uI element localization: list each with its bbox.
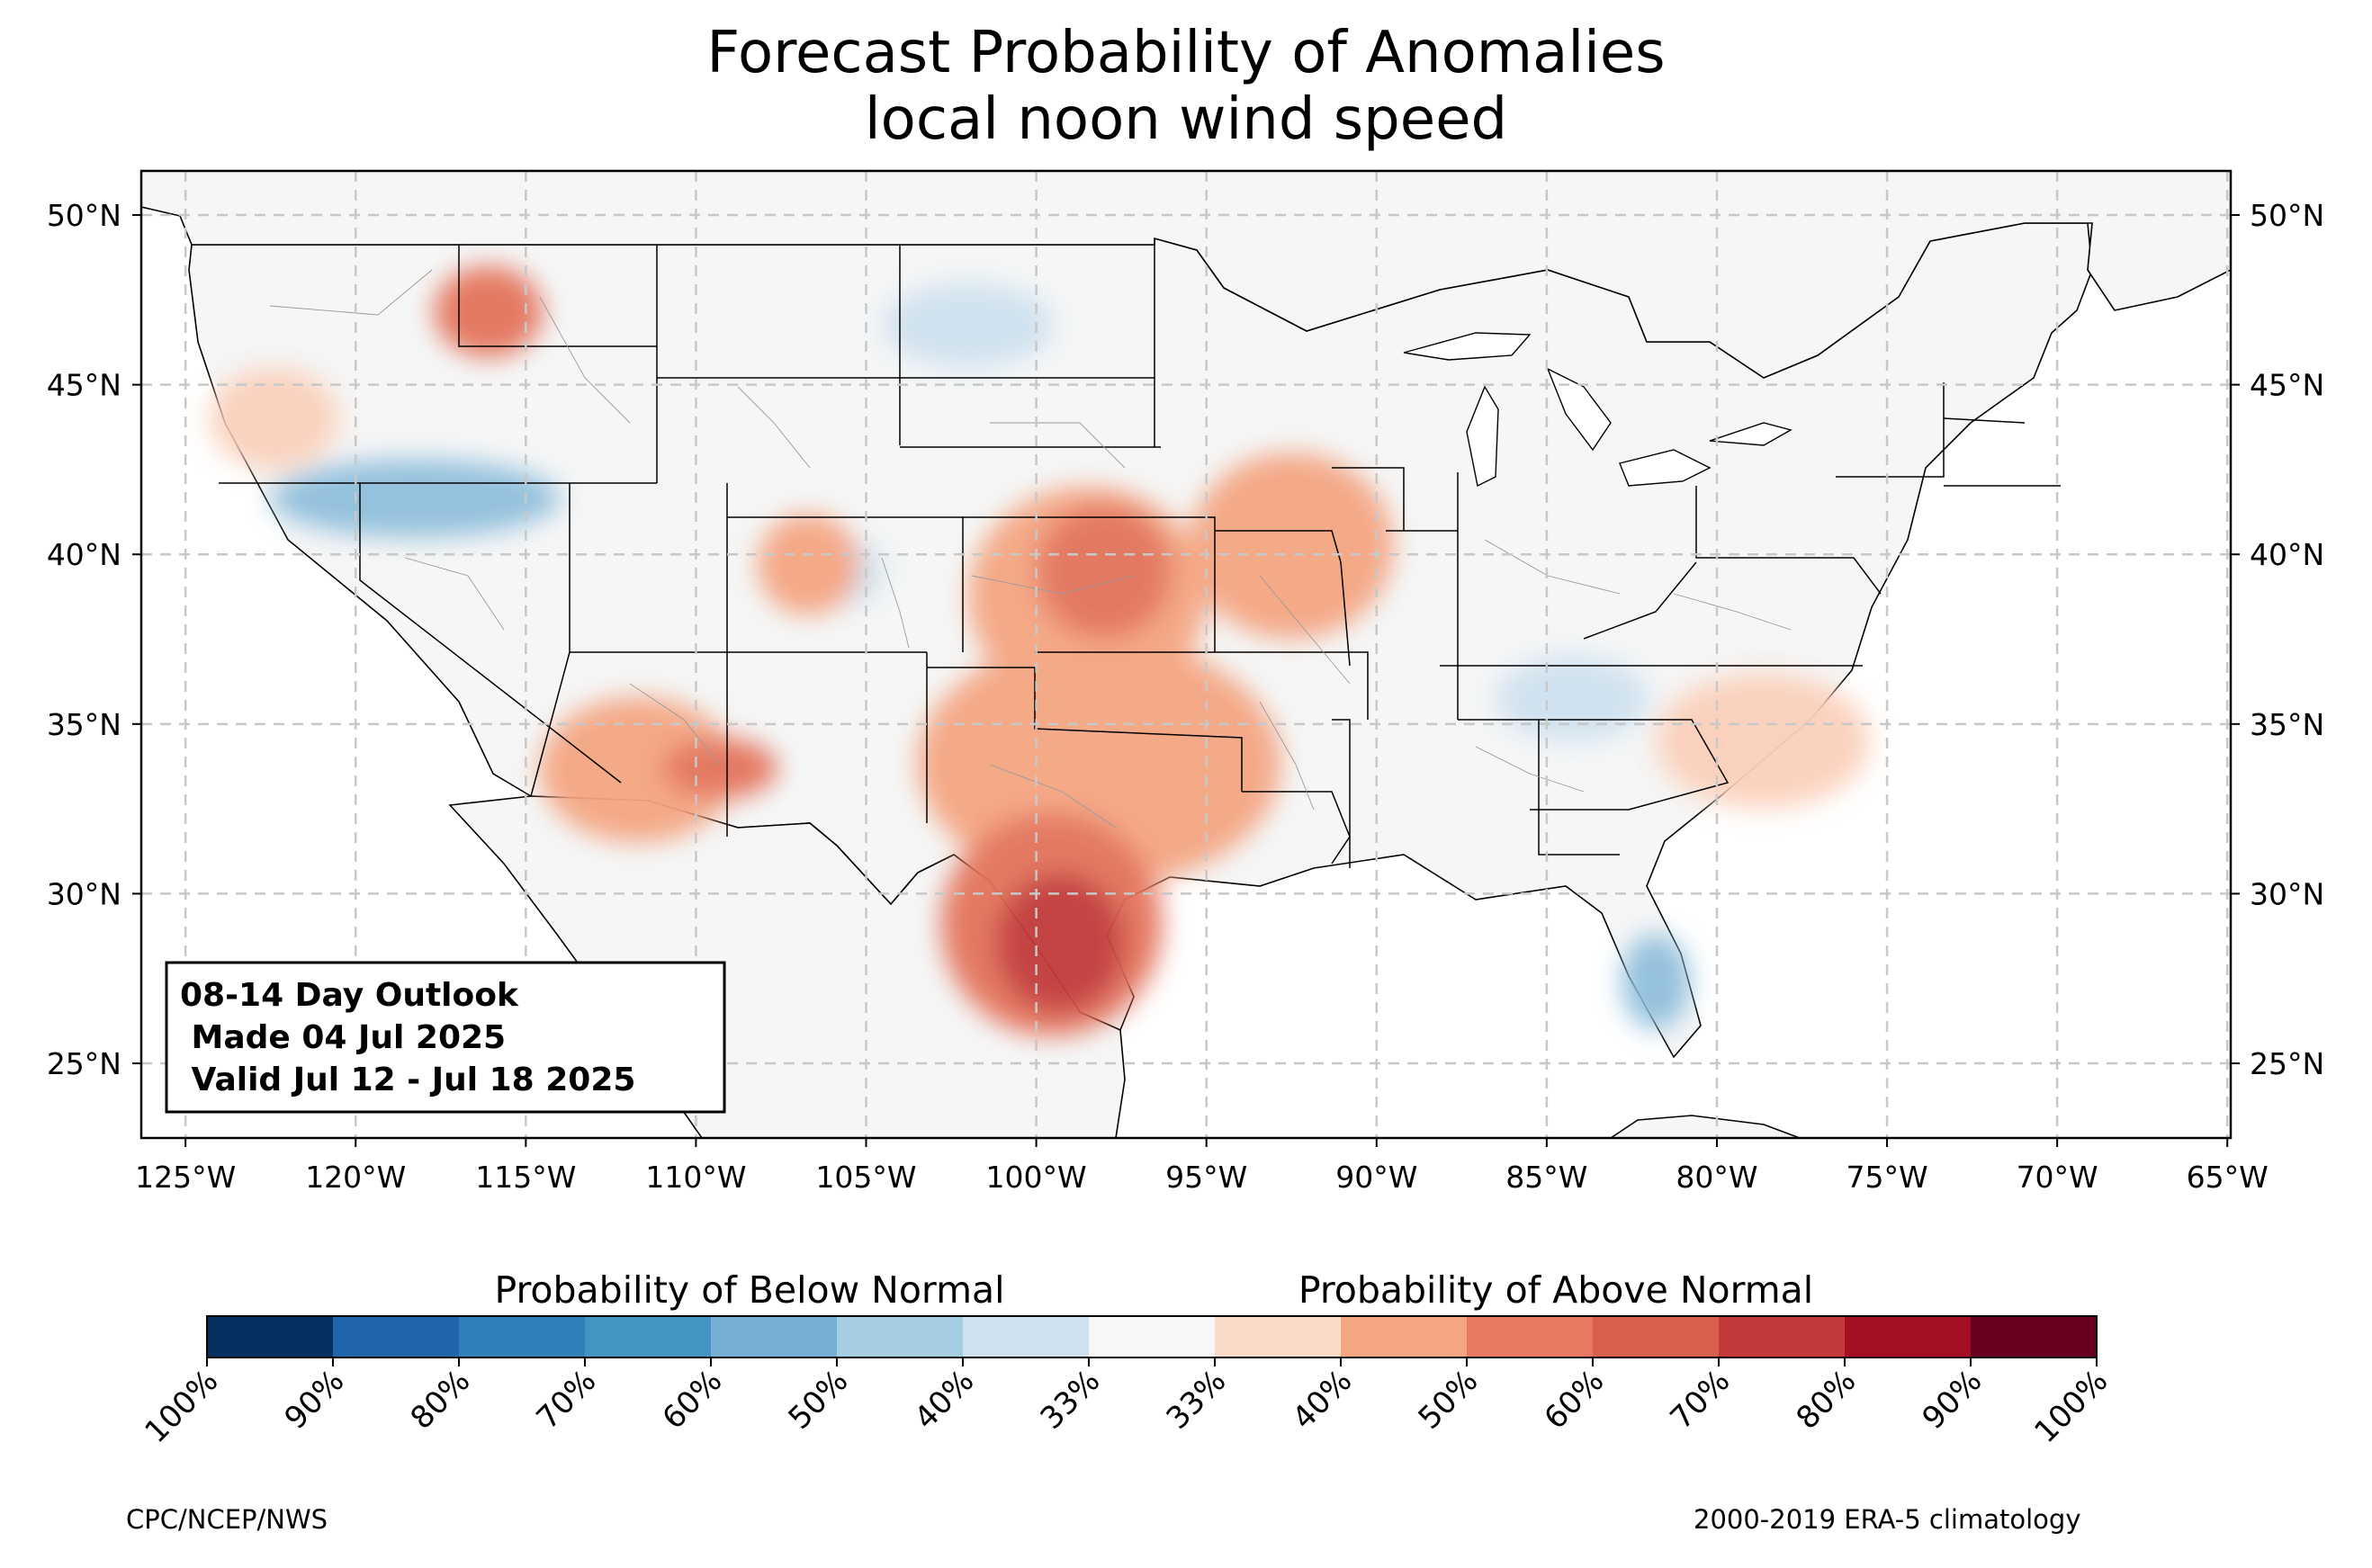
colorbar-swatch bbox=[585, 1316, 712, 1357]
lat-tick-label-left: 50°N bbox=[47, 198, 121, 233]
colorbar-tick-label: 80% bbox=[404, 1363, 478, 1437]
footer-source: CPC/NCEP/NWS bbox=[126, 1504, 328, 1535]
colorbar-swatch bbox=[1845, 1316, 1972, 1357]
land-canada bbox=[141, 171, 2231, 379]
lat-tick-label-right: 50°N bbox=[2250, 198, 2324, 233]
colorbar-swatch bbox=[207, 1316, 334, 1357]
above-normal-region-9 bbox=[434, 265, 544, 358]
lat-tick-label-left: 45°N bbox=[47, 368, 121, 403]
below-normal-region-1 bbox=[1622, 934, 1690, 1030]
lat-tick-label-left: 30°N bbox=[47, 876, 121, 911]
lon-tick-label: 90°W bbox=[1335, 1160, 1417, 1195]
colorbar-tick-label: 33% bbox=[1034, 1363, 1108, 1437]
map-title: Forecast Probability of Anomalies bbox=[706, 20, 1666, 86]
above-normal-region-0 bbox=[995, 873, 1125, 1013]
above-normal-region-7 bbox=[661, 737, 778, 799]
above-normal-region-6 bbox=[539, 696, 737, 843]
map-subtitle: local noon wind speed bbox=[864, 86, 1508, 153]
below-normal-region-3 bbox=[883, 282, 1054, 368]
lon-tick-label: 115°W bbox=[475, 1160, 576, 1195]
colorbar-swatch bbox=[963, 1316, 1090, 1357]
colorbar-tick-label: 50% bbox=[782, 1363, 856, 1437]
colorbar-swatch bbox=[333, 1316, 460, 1357]
lat-tick-label-right: 40°N bbox=[2250, 537, 2324, 572]
lon-tick-label: 120°W bbox=[305, 1160, 406, 1195]
colorbar-tick-label: 60% bbox=[656, 1363, 730, 1437]
outlook-line-3: Valid Jul 12 - Jul 18 2025 bbox=[180, 1062, 635, 1098]
above-normal-region-4 bbox=[1036, 503, 1173, 640]
outlook-box: 08-14 Day Outlook Made 04 Jul 2025 Valid… bbox=[165, 961, 726, 1114]
lat-tick-label-right: 25°N bbox=[2250, 1046, 2324, 1081]
colorbar-tick-label: 40% bbox=[908, 1363, 982, 1437]
above-normal-label: Probability of Above Normal bbox=[1298, 1268, 1813, 1312]
footer-climatology: 2000-2019 ERA-5 climatology bbox=[1694, 1504, 2081, 1535]
colorbar: 100% 90% 80% 70% 60% 50% 40% 33% 33% 40% 50% 60% 70%… bbox=[138, 1315, 2115, 1450]
colorbar-tick-label: 50% bbox=[1412, 1363, 1486, 1437]
colorbar-swatch bbox=[1971, 1316, 2098, 1357]
below-normal-label: Probability of Below Normal bbox=[494, 1268, 1004, 1312]
colorbar-tick-label: 33% bbox=[1160, 1363, 1234, 1437]
lon-tick-label: 70°W bbox=[2017, 1160, 2098, 1195]
colorbar-tick-label: 70% bbox=[1664, 1363, 1738, 1437]
map-frame bbox=[139, 169, 2233, 1140]
colorbar-swatch bbox=[1593, 1316, 1720, 1357]
lon-tick-label: 85°W bbox=[1505, 1160, 1587, 1195]
colorbar-tick-label: 40% bbox=[1286, 1363, 1360, 1437]
land-cuba bbox=[1609, 1115, 1801, 1138]
below-normal-region-0 bbox=[270, 459, 561, 538]
lat-tick-label-left: 25°N bbox=[47, 1046, 121, 1081]
lon-tick-label: 95°W bbox=[1165, 1160, 1247, 1195]
lon-tick-label: 105°W bbox=[815, 1160, 916, 1195]
great-lakes bbox=[1403, 332, 1792, 488]
lon-tick-label: 75°W bbox=[1846, 1160, 1927, 1195]
lat-tick-label-left: 35°N bbox=[47, 707, 121, 742]
colorbar-tick-label: 90% bbox=[278, 1363, 352, 1437]
gridlines bbox=[141, 171, 2231, 1138]
lon-tick-label: 65°W bbox=[2187, 1160, 2269, 1195]
colorbar-tick-label: 70% bbox=[530, 1363, 604, 1437]
lat-tick-label-right: 35°N bbox=[2250, 707, 2324, 742]
colorbar-swatch bbox=[459, 1316, 586, 1357]
above-normal-region-5 bbox=[1189, 452, 1394, 640]
colorbar-swatch bbox=[1467, 1316, 1594, 1357]
lon-tick-label: 125°W bbox=[135, 1160, 236, 1195]
colorbar-tick-label: 80% bbox=[1790, 1363, 1864, 1437]
lat-tick-label-right: 30°N bbox=[2250, 876, 2324, 911]
below-normal-region-2 bbox=[1496, 656, 1649, 741]
colorbar-swatch bbox=[1215, 1316, 1342, 1357]
colorbar-tick-label: 60% bbox=[1538, 1363, 1612, 1437]
colorbar-swatch bbox=[1089, 1316, 1216, 1357]
lon-tick-label: 110°W bbox=[645, 1160, 746, 1195]
colorbar-tick-label: 100% bbox=[2027, 1363, 2115, 1450]
outlook-line-2: Made 04 Jul 2025 bbox=[180, 1019, 506, 1056]
colorbar-swatch bbox=[711, 1316, 838, 1357]
lon-tick-label: 100°W bbox=[986, 1160, 1087, 1195]
above-normal-region-8 bbox=[757, 513, 859, 616]
lon-tick-label: 80°W bbox=[1676, 1160, 1757, 1195]
colorbar-swatch bbox=[1341, 1316, 1468, 1357]
county-lines bbox=[269, 269, 1792, 829]
colorbar-swatch bbox=[1719, 1316, 1846, 1357]
state-boundaries bbox=[219, 245, 2061, 868]
above-normal-region-10 bbox=[1655, 673, 1871, 810]
colorbar-tick-label: 100% bbox=[138, 1363, 225, 1450]
colorbar-tick-label: 90% bbox=[1916, 1363, 1990, 1437]
lat-tick-label-right: 45°N bbox=[2250, 368, 2324, 403]
outlook-line-1: 08-14 Day Outlook bbox=[180, 977, 519, 1014]
above-normal-region-11 bbox=[209, 367, 339, 470]
colorbar-swatch bbox=[837, 1316, 964, 1357]
lat-tick-label-left: 40°N bbox=[47, 537, 121, 572]
